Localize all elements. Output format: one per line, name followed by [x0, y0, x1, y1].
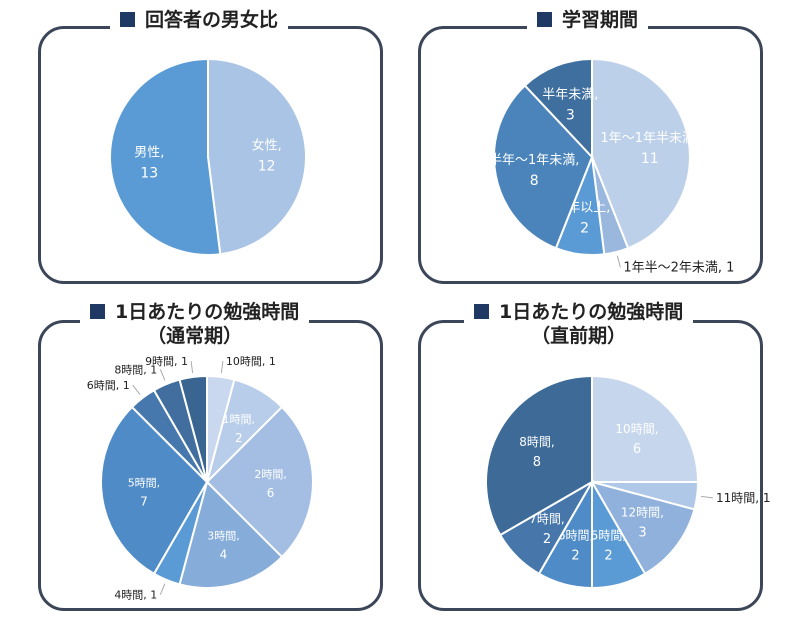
leader-line: [132, 384, 141, 396]
leader-line: [616, 255, 621, 268]
title-text: 回答者の男女比: [145, 9, 279, 31]
chart-title: 回答者の男女比: [110, 8, 289, 32]
square-bullet-icon: [120, 12, 135, 27]
title-text: 1日あたりの勉強時間: [499, 301, 684, 323]
slice-value: 6: [633, 442, 641, 457]
pie-slice: [178, 374, 208, 483]
slice-label: 半年〜1年未満,: [489, 153, 579, 168]
slice-value: 3: [566, 107, 575, 123]
square-bullet-icon: [537, 12, 552, 27]
pie-slice: [178, 480, 284, 589]
chart-title: 1日あたりの勉強時間 （直前期）: [464, 300, 694, 348]
slice-value: 6: [267, 486, 275, 500]
pie-slice: [493, 84, 594, 250]
slice-label: 1時間,: [223, 413, 256, 426]
slice-label: 5時間,: [128, 476, 161, 489]
slice-label: 12時間,: [621, 506, 664, 520]
slice-value: 2: [571, 548, 579, 563]
pie-slice: [100, 405, 209, 576]
slice-label: 半年未満,: [542, 87, 598, 102]
slice-label-outside: 11時間, 1: [716, 491, 771, 505]
slice-label: 女性,: [252, 137, 282, 153]
slice-label: 3時間,: [207, 529, 240, 542]
slice-label-outside: 10時間, 1: [226, 355, 276, 368]
pie-slice: [523, 57, 593, 160]
leader-line: [159, 369, 166, 381]
slice-value: 11: [641, 151, 659, 167]
chart-title: 1日あたりの勉強時間 （通常期）: [80, 300, 310, 348]
slice-value: 2: [580, 220, 589, 236]
slice-label: 5時間,: [591, 528, 626, 542]
subtitle-text: （直前期）: [531, 325, 627, 347]
leader-line: [159, 583, 166, 595]
leader-line: [700, 495, 714, 499]
slice-label: 10時間,: [615, 422, 658, 436]
slice-label: 6時間,: [558, 528, 593, 542]
slice-label-outside: 1年半〜2年未満, 1: [623, 260, 734, 275]
square-bullet-icon: [474, 304, 489, 319]
subtitle-text: （通常期）: [147, 325, 243, 347]
pie-slice: [591, 374, 700, 483]
slice-value: 12: [258, 158, 276, 174]
pie-slice: [485, 374, 593, 537]
slice-label: 1年〜1年半未満,: [600, 131, 699, 146]
slice-value: 7: [140, 494, 148, 508]
slice-label-outside: 6時間, 1: [87, 379, 130, 392]
slice-value: 3: [638, 526, 646, 541]
slice-value: 2: [543, 532, 551, 547]
slice-label: 2時間,: [254, 468, 287, 481]
slice-label: 7時間,: [529, 512, 564, 526]
chart-title: 学習期間: [527, 8, 649, 32]
square-bullet-icon: [90, 304, 105, 319]
pie-slice: [109, 57, 222, 256]
leader-line: [220, 360, 224, 374]
pie-slice: [205, 405, 314, 559]
slice-label: 8時間,: [519, 435, 554, 449]
slice-label-outside: 4時間, 1: [114, 589, 157, 602]
leader-line: [190, 360, 194, 374]
slice-value: 8: [533, 455, 541, 470]
slice-label-outside: 8時間, 1: [114, 363, 157, 376]
title-text: 1日あたりの勉強時間: [115, 301, 300, 323]
title-text: 学習期間: [562, 9, 639, 31]
pie-slice: [207, 57, 307, 256]
slice-value: 13: [140, 166, 158, 182]
slice-value: 2: [604, 548, 612, 563]
slice-label: 男性,: [134, 146, 164, 161]
pie-slice: [591, 57, 691, 250]
slice-label-outside: 9時間, 1: [145, 355, 188, 368]
slice-value: 2: [235, 431, 243, 445]
slice-value: 4: [220, 547, 228, 561]
slice-value: 8: [530, 173, 539, 189]
pie-slice: [589, 480, 696, 576]
